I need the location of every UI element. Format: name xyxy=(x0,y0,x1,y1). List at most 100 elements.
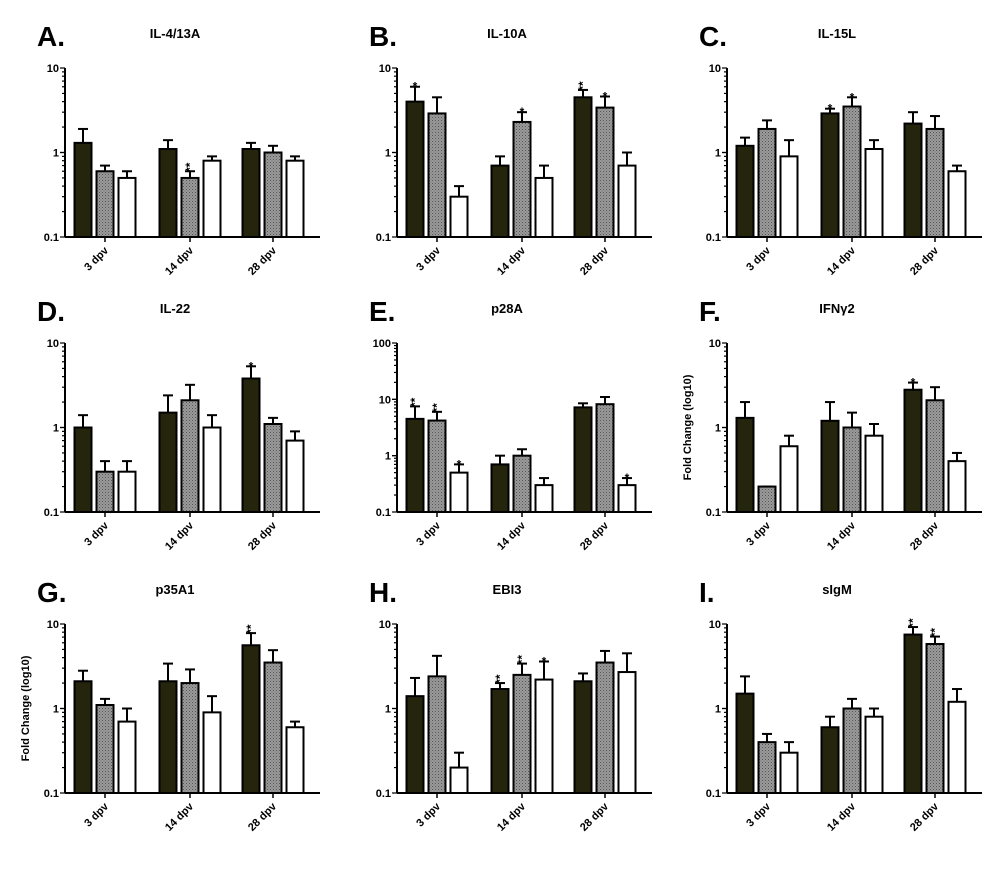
y-tick-label: 10 xyxy=(379,63,391,75)
panel-title: IL-10A xyxy=(487,26,527,41)
bar-series-3 xyxy=(449,471,469,514)
panel-d: D. IL-22 0.1 1 10 3 dpv 14 dpv 28 dpv * xyxy=(37,296,320,553)
panel-letter: E. xyxy=(369,296,395,327)
bar-series-3 xyxy=(449,766,469,795)
y-tick-label: 1 xyxy=(715,704,721,716)
significance-marker: ** xyxy=(906,618,920,628)
panel-title: p35A1 xyxy=(155,582,194,597)
x-tick-label: 28 dpv xyxy=(578,519,612,553)
y-tick-label: 100 xyxy=(373,338,391,350)
bar-series-1 xyxy=(735,416,755,514)
bar-series-3 xyxy=(864,148,884,238)
y-tick-label: 0.1 xyxy=(44,232,59,244)
x-tick-label: 14 dpv xyxy=(163,519,197,553)
y-tick-label: 0.1 xyxy=(706,507,721,519)
y-tick-label: 1 xyxy=(53,423,59,435)
bar-series-1 xyxy=(158,680,178,794)
x-tick-label: 3 dpv xyxy=(82,519,111,548)
bar-series-1 xyxy=(573,406,593,513)
panel-f: F. IFNγ2 Fold Change (log10) 0.1 1 10 3 dpv 14 … xyxy=(682,296,982,553)
panel-letter: F. xyxy=(699,296,721,327)
bar-series-2 xyxy=(427,675,447,794)
panel-title: sIgM xyxy=(822,582,852,597)
bar-series-2 xyxy=(842,105,862,239)
bar-series-3 xyxy=(947,700,967,795)
bar-series-3 xyxy=(779,751,799,794)
bar-series-1 xyxy=(241,148,261,238)
bar-series-3 xyxy=(534,176,554,238)
x-tick-label: 3 dpv xyxy=(414,244,443,273)
bar-series-3 xyxy=(864,434,884,514)
bar-series-1 xyxy=(820,112,840,238)
panel-letter: D. xyxy=(37,296,65,327)
bar-series-3 xyxy=(617,164,637,238)
significance-marker: * xyxy=(850,90,855,104)
panel-a: A. IL-4/13A 0.1 1 10 3 dpv 14 dpv ** 28 dpv xyxy=(37,21,320,278)
bar-series-1 xyxy=(820,419,840,513)
bar-series-2 xyxy=(842,426,862,513)
significance-marker: ** xyxy=(408,397,422,407)
bar-series-1 xyxy=(73,141,93,238)
panel-c: C. IL-15L 0.1 1 10 3 dpv 14 dpv * * 28 dpv xyxy=(699,21,982,278)
bar-series-2 xyxy=(512,120,532,238)
bar-series-1 xyxy=(573,96,593,238)
y-tick-label: 0.1 xyxy=(376,507,391,519)
y-tick-label: 10 xyxy=(709,63,721,75)
bar-series-1 xyxy=(735,144,755,239)
x-tick-label: 3 dpv xyxy=(414,519,443,548)
y-tick-label: 1 xyxy=(385,451,391,463)
significance-marker: ** xyxy=(430,403,444,413)
bar-series-2 xyxy=(925,127,945,239)
y-tick-label: 0.1 xyxy=(706,788,721,800)
bar-series-3 xyxy=(285,159,305,238)
bar-series-2 xyxy=(757,741,777,794)
y-tick-label: 10 xyxy=(709,619,721,631)
bar-series-2 xyxy=(263,151,283,238)
panel-letter: B. xyxy=(369,21,397,52)
significance-marker: * xyxy=(828,102,833,116)
x-tick-label: 28 dpv xyxy=(908,244,942,278)
y-tick-label: 1 xyxy=(53,148,59,160)
bar-series-2 xyxy=(757,127,777,239)
bar-series-2 xyxy=(180,399,200,513)
bar-series-2 xyxy=(95,170,115,238)
y-tick-label: 0.1 xyxy=(44,788,59,800)
bar-series-1 xyxy=(490,164,510,238)
significance-marker: * xyxy=(911,376,916,390)
y-tick-label: 0.1 xyxy=(44,507,59,519)
bar-series-1 xyxy=(405,417,425,513)
panel-letter: I. xyxy=(699,577,715,608)
panel-title: IL-22 xyxy=(160,301,190,316)
bar-series-2 xyxy=(263,423,283,513)
y-tick-label: 10 xyxy=(47,619,59,631)
x-tick-label: 14 dpv xyxy=(163,244,197,278)
bar-series-1 xyxy=(903,122,923,238)
y-tick-label: 1 xyxy=(715,148,721,160)
bar-series-2 xyxy=(427,112,447,238)
panel-title: EBI3 xyxy=(493,582,522,597)
bar-series-1 xyxy=(73,680,93,794)
bar-series-2 xyxy=(95,470,115,514)
bar-series-1 xyxy=(735,692,755,795)
x-tick-label: 3 dpv xyxy=(744,800,773,829)
bar-series-1 xyxy=(903,633,923,794)
bar-series-2 xyxy=(95,704,115,794)
y-axis-label: Fold Change (log10) xyxy=(682,374,694,480)
x-tick-label: 3 dpv xyxy=(82,800,111,829)
bar-series-3 xyxy=(947,460,967,513)
bar-series-3 xyxy=(449,195,469,239)
bar-series-3 xyxy=(202,711,222,795)
y-tick-label: 0.1 xyxy=(376,232,391,244)
bar-series-1 xyxy=(73,426,93,513)
bar-series-3 xyxy=(285,439,305,513)
panel-letter: C. xyxy=(699,21,727,52)
panel-title: p28A xyxy=(491,301,523,316)
bar-series-2 xyxy=(263,661,283,794)
y-tick-label: 0.1 xyxy=(376,788,391,800)
y-tick-label: 0.1 xyxy=(706,232,721,244)
panel-title: IFNγ2 xyxy=(819,301,854,316)
bar-series-1 xyxy=(573,680,593,794)
significance-marker: * xyxy=(542,654,547,668)
